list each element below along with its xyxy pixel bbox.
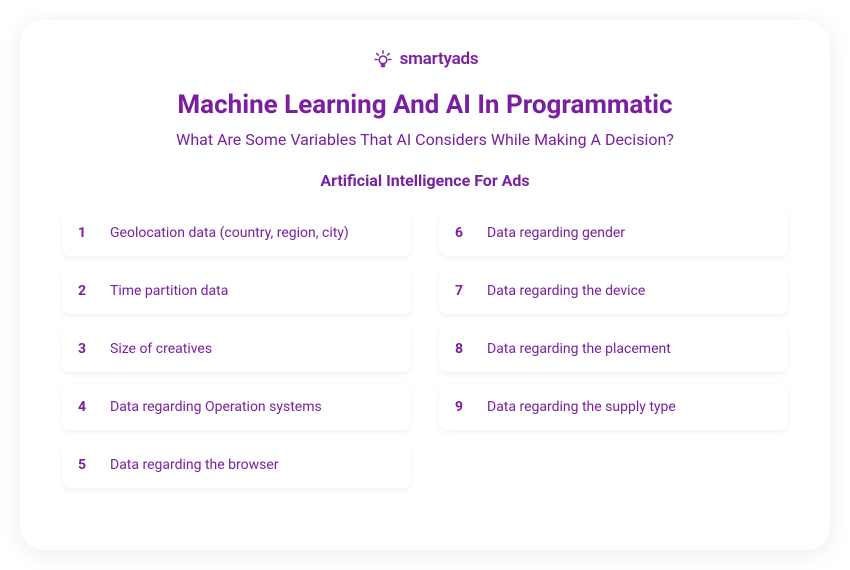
brand-logo: smartyads <box>62 48 788 70</box>
list-item: 5 Data regarding the browser <box>62 442 411 488</box>
item-label: Data regarding gender <box>487 225 625 241</box>
item-number: 6 <box>455 225 469 241</box>
item-label: Data regarding the supply type <box>487 399 676 415</box>
page-subtitle: What Are Some Variables That AI Consider… <box>62 130 788 149</box>
list-item: 2 Time partition data <box>62 268 411 314</box>
list-item: 4 Data regarding Operation systems <box>62 384 411 430</box>
list-item: 8 Data regarding the placement <box>439 326 788 372</box>
item-number: 8 <box>455 341 469 357</box>
item-number: 3 <box>78 341 92 357</box>
page-title: Machine Learning And AI In Programmatic <box>62 90 788 120</box>
item-label: Data regarding the browser <box>110 457 279 473</box>
item-number: 7 <box>455 283 469 299</box>
item-label: Geolocation data (country, region, city) <box>110 225 349 241</box>
item-number: 9 <box>455 399 469 415</box>
list-item: 6 Data regarding gender <box>439 210 788 256</box>
item-label: Size of creatives <box>110 341 212 357</box>
item-number: 1 <box>78 225 92 241</box>
item-number: 2 <box>78 283 92 299</box>
section-heading: Artificial Intelligence For Ads <box>62 171 788 190</box>
item-number: 5 <box>78 457 92 473</box>
item-label: Data regarding the device <box>487 283 645 299</box>
list-item: 9 Data regarding the supply type <box>439 384 788 430</box>
list-item: 7 Data regarding the device <box>439 268 788 314</box>
lightbulb-icon <box>372 48 394 70</box>
item-number: 4 <box>78 399 92 415</box>
content-card: smartyads Machine Learning And AI In Pro… <box>20 20 830 550</box>
list-item: 3 Size of creatives <box>62 326 411 372</box>
list-item: 1 Geolocation data (country, region, cit… <box>62 210 411 256</box>
item-label: Data regarding the placement <box>487 341 671 357</box>
variable-list: 1 Geolocation data (country, region, cit… <box>62 210 788 488</box>
item-label: Data regarding Operation systems <box>110 399 322 415</box>
item-label: Time partition data <box>110 283 228 299</box>
brand-name: smartyads <box>400 49 479 69</box>
